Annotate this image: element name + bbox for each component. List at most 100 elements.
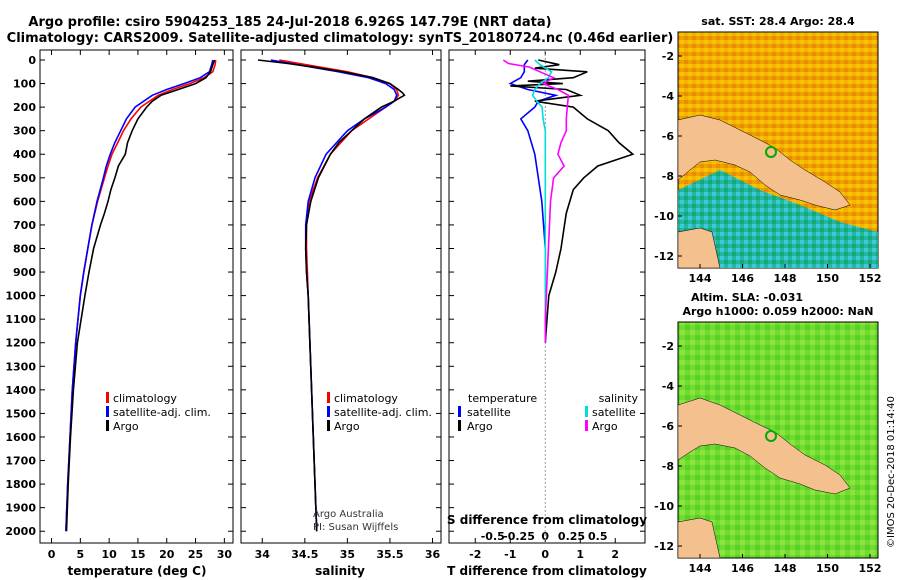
s-difference-tick-label: 0.5 — [588, 530, 608, 543]
depth-tick-label: 1800 — [5, 478, 36, 491]
salinity-profiles — [257, 59, 406, 532]
legend-label-climatology: climatology — [334, 392, 398, 405]
map-x-tick-label: 148 — [774, 562, 797, 575]
temperature-x-axis: 0 5 10 15 20 25 30 — [48, 50, 232, 561]
map-x-tick-label: 144 — [689, 562, 712, 575]
temperature-legend: climatology satellite-adj. clim. Argo — [106, 392, 211, 433]
temperature-plot-frame — [39, 49, 234, 544]
sla-land-png — [677, 397, 851, 495]
x-tick-label: 15 — [130, 548, 145, 561]
sst-map-title: sat. SST: 28.4 Argo: 28.4 — [701, 15, 855, 28]
sla-map-title-line2: Argo h1000: 0.059 h2000: NaN — [682, 305, 873, 318]
x-tick-label: 2 — [611, 548, 619, 561]
depth-tick-label: 1200 — [5, 337, 36, 350]
depth-axis: 0 100 200 300 400 500 600 700 800 900 1000 1100 1200… — [5, 54, 233, 538]
x-tick-label: 36 — [425, 548, 441, 561]
map-y-tick-label: -6 — [662, 420, 675, 433]
depth-tick-label: 1400 — [5, 384, 36, 397]
x-tick-label: -1 — [504, 548, 516, 561]
legend-label-satellite: satellite-adj. clim. — [113, 406, 211, 419]
depth-tick-label: 2000 — [5, 525, 36, 538]
legend-swatch-s-satellite — [585, 406, 588, 417]
sst-cool-water — [678, 170, 878, 268]
imos-credit: ©IMOS 20-Dec-2018 01:14:40 — [886, 396, 897, 548]
map-x-tick-label: 146 — [731, 272, 754, 285]
sst-map-ticks: 144 146 148 150 152 -2 -4 -6 -8 -10 -12 — [654, 50, 881, 285]
difference-panel: -2 -1 0 1 2 -0.5-0.25 0 0.25 0.5 T difference f… — [447, 49, 647, 578]
x-tick-label: 34.5 — [291, 548, 318, 561]
map-y-tick-label: -8 — [662, 460, 674, 473]
salinity-legend: climatology satellite-adj. clim. Argo — [327, 392, 432, 433]
legend-swatch-satellite — [106, 406, 109, 417]
x-tick-label: 20 — [159, 548, 175, 561]
map-y-tick-label: -8 — [662, 170, 674, 183]
legend-label-t-satellite: satellite — [467, 406, 511, 419]
depth-tick-label: 600 — [13, 195, 36, 208]
map-y-tick-label: -12 — [654, 540, 674, 553]
s-difference-tick-label: -0.25 — [503, 530, 535, 543]
sst-map: sat. SST: 28.4 Argo: 28.4 144 146 148 150 15… — [654, 15, 881, 285]
x-tick-label: 25 — [188, 548, 203, 561]
depth-tick-label: 1000 — [5, 290, 36, 303]
pi-note: PI: Susan Wijffels — [313, 522, 398, 533]
t-difference-x-axis: -2 -1 0 1 2 — [469, 50, 619, 561]
map-y-tick-label: -6 — [662, 130, 675, 143]
s-difference-tick-label: -0.5 — [481, 530, 505, 543]
x-tick-label: 10 — [101, 548, 117, 561]
x-tick-label: -2 — [469, 548, 481, 561]
depth-tick-label: 300 — [13, 125, 36, 138]
s-difference-x-axis: -0.5-0.25 0 0.25 0.5 — [481, 50, 608, 543]
map-x-tick-label: 144 — [689, 272, 712, 285]
salinity-x-axis: 34 34.5 35 35.5 36 — [255, 50, 441, 561]
depth-tick-label: 1900 — [5, 502, 36, 515]
legend-label-argo: Argo — [334, 420, 360, 433]
map-x-tick-label: 148 — [774, 272, 797, 285]
legend-swatch-argo — [327, 420, 330, 431]
map-x-tick-label: 146 — [731, 562, 754, 575]
series-line-satellite-adj-clim- — [65, 59, 214, 532]
legend-header-salinity: salinity — [599, 392, 639, 405]
s-difference-axis-label: S difference from climatology — [447, 513, 647, 527]
depth-tick-label: 1600 — [5, 431, 36, 444]
sla-argo-position — [765, 430, 777, 442]
x-tick-label: 35 — [340, 548, 355, 561]
temperature-axis-label: temperature (deg C) — [68, 564, 207, 578]
legend-swatch-argo — [106, 420, 109, 431]
difference-legend: temperature satellite Argo salinity sate… — [458, 392, 638, 433]
x-tick-label: 35.5 — [376, 548, 403, 561]
depth-tick-label: 100 — [13, 78, 36, 91]
map-y-tick-label: -10 — [654, 500, 674, 513]
series-line-argo — [257, 59, 406, 532]
depth-tick-label: 0 — [28, 54, 36, 67]
x-tick-label: 34 — [255, 548, 271, 561]
depth-tick-label: 1100 — [5, 313, 36, 326]
map-y-tick-label: -2 — [662, 340, 674, 353]
legend-header-temperature: temperature — [468, 392, 537, 405]
series-line-satellite — [531, 59, 553, 343]
legend-label-t-argo: Argo — [467, 420, 493, 433]
legend-label-satellite: satellite-adj. clim. — [334, 406, 432, 419]
map-y-tick-label: -4 — [662, 90, 675, 103]
legend-swatch-t-argo — [458, 420, 461, 431]
map-y-tick-label: -10 — [654, 210, 674, 223]
x-tick-label: 0 — [48, 548, 56, 561]
legend-label-climatology: climatology — [113, 392, 177, 405]
series-line-satellite — [508, 59, 559, 343]
map-y-tick-label: -2 — [662, 50, 674, 63]
legend-label-s-satellite: satellite — [592, 406, 636, 419]
figure-title-line1: Argo profile: csiro 5904253_185 24-Jul-2… — [28, 15, 551, 30]
depth-tick-label: 1300 — [5, 360, 36, 373]
salinity-panel: 34 34.5 35 35.5 36 salinity climatology sate… — [240, 49, 442, 578]
sla-map: Altim. SLA: -0.031 Argo h1000: 0.059 h20… — [654, 291, 881, 575]
legend-swatch-climatology — [327, 392, 330, 403]
map-x-tick-label: 152 — [859, 562, 882, 575]
legend-label-argo: Argo — [113, 420, 139, 433]
temperature-profiles — [65, 59, 217, 532]
depth-tick-label: 400 — [13, 148, 36, 161]
s-difference-tick-label: 0 — [541, 530, 549, 543]
sst-argo-position — [765, 146, 777, 158]
x-tick-label: 1 — [576, 548, 584, 561]
legend-label-s-argo: Argo — [592, 420, 618, 433]
series-line-argo — [502, 59, 570, 343]
